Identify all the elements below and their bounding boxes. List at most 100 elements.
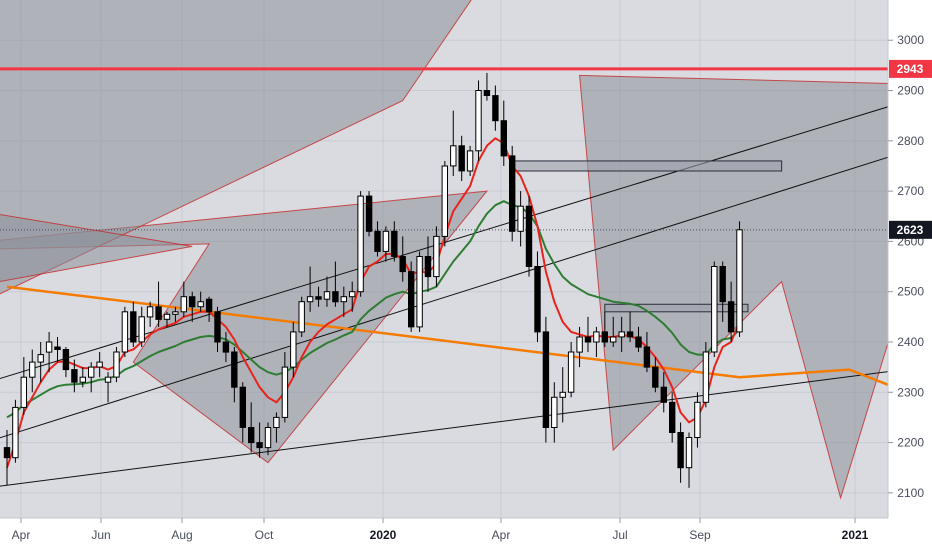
price-tag-label: 2623: [897, 223, 924, 237]
candle-up: [576, 336, 583, 353]
candle-down: [54, 346, 61, 350]
candle-up: [475, 90, 482, 152]
y-tick-label: 2200: [897, 436, 924, 450]
candle-down: [62, 349, 70, 371]
candle-up: [273, 416, 280, 428]
candle-up: [306, 296, 314, 303]
candle-up: [433, 235, 440, 278]
candle-up: [290, 331, 297, 368]
candle-up: [323, 291, 331, 300]
candle-down: [534, 266, 541, 333]
ema-fast-line: [6, 137, 741, 469]
candle-down: [374, 230, 381, 252]
candle-up: [172, 311, 179, 315]
y-tick-label: 2700: [897, 184, 924, 198]
candle-down: [222, 341, 230, 353]
candle-down: [509, 155, 516, 232]
x-tick-label: 2021: [842, 528, 869, 542]
trendline: [0, 365, 932, 487]
candle-up: [298, 301, 305, 333]
candle-up: [593, 331, 600, 343]
candle-down: [155, 306, 162, 320]
candle-down: [3, 447, 11, 459]
price-zone: [511, 160, 783, 172]
y-tick-label: 2900: [897, 84, 924, 98]
y-tick-label: 2100: [897, 486, 924, 500]
candle-down: [391, 230, 398, 257]
candle-down: [399, 256, 406, 273]
candle-down: [601, 331, 608, 343]
candle-up: [340, 296, 348, 303]
candle-down: [424, 256, 432, 278]
harmonic-pattern: [0, 0, 472, 295]
x-tick-label: Apr: [492, 528, 511, 542]
candle-down: [643, 346, 651, 368]
price-tags: 2943 2623: [889, 59, 932, 239]
candle-down: [332, 291, 339, 303]
candle-up: [551, 396, 558, 428]
candle-down: [231, 351, 238, 388]
y-tick-label: 2500: [897, 285, 924, 299]
price-axis-bg: [888, 0, 932, 550]
candle-down: [239, 386, 247, 428]
candle-down: [500, 120, 508, 157]
y-tick-label: 3000: [897, 33, 924, 47]
candle-down: [408, 271, 415, 328]
x-tick-label: Oct: [255, 528, 274, 542]
candle-up: [146, 306, 154, 318]
x-tick-label: 2020: [370, 528, 397, 542]
candle-up: [12, 406, 19, 459]
x-axis[interactable]: Apr Jun Aug Oct 2020 Apr Jul Sep 2021: [12, 518, 869, 542]
candle-up: [138, 316, 145, 343]
x-tick-label: Apr: [12, 528, 31, 542]
candle-up: [685, 437, 693, 469]
trendlines: [0, 92, 932, 487]
candle-up: [104, 376, 112, 383]
trendline: [0, 142, 932, 439]
candle-down: [635, 336, 642, 348]
price-tag-bg: [889, 220, 932, 239]
candle-up: [121, 311, 129, 353]
candle-down: [677, 432, 684, 469]
candle-down: [483, 90, 491, 96]
y-tick-label: 2300: [897, 385, 924, 399]
candle-down: [525, 205, 533, 267]
candle-up: [567, 351, 575, 393]
x-tick-label: Jul: [612, 528, 627, 542]
candle-up: [349, 291, 356, 298]
candles: [3, 72, 743, 488]
candle-up: [702, 351, 710, 403]
candle-down: [130, 311, 137, 343]
candle-up: [416, 256, 423, 328]
candle-up: [736, 229, 743, 333]
candle-down: [584, 336, 592, 343]
candle-up: [517, 205, 524, 232]
candle-up: [711, 266, 718, 353]
candle-up: [163, 313, 171, 320]
x-tick-label: Jun: [91, 528, 110, 542]
candle-down: [71, 369, 78, 383]
candle-up: [45, 341, 53, 353]
candle-up: [96, 361, 103, 368]
x-tick-label: Sep: [689, 528, 711, 542]
y-tick-label: 2800: [897, 134, 924, 148]
x-tick-label: Aug: [171, 528, 192, 542]
ema-slow-line: [6, 200, 741, 419]
candle-down: [365, 195, 373, 232]
trendline: [0, 92, 932, 379]
candle-down: [652, 366, 659, 388]
candle-down: [256, 442, 263, 449]
harmonic-pattern: [0, 213, 193, 282]
candle-up: [441, 165, 449, 237]
candle-up: [37, 354, 44, 363]
candle-down: [669, 401, 676, 433]
candle-up: [113, 351, 120, 378]
y-tick-label: 2400: [897, 335, 924, 349]
candle-up: [20, 376, 28, 408]
candle-up: [264, 427, 272, 449]
candle-down: [660, 386, 667, 403]
candle-down: [248, 427, 255, 444]
candle-up: [180, 296, 188, 313]
